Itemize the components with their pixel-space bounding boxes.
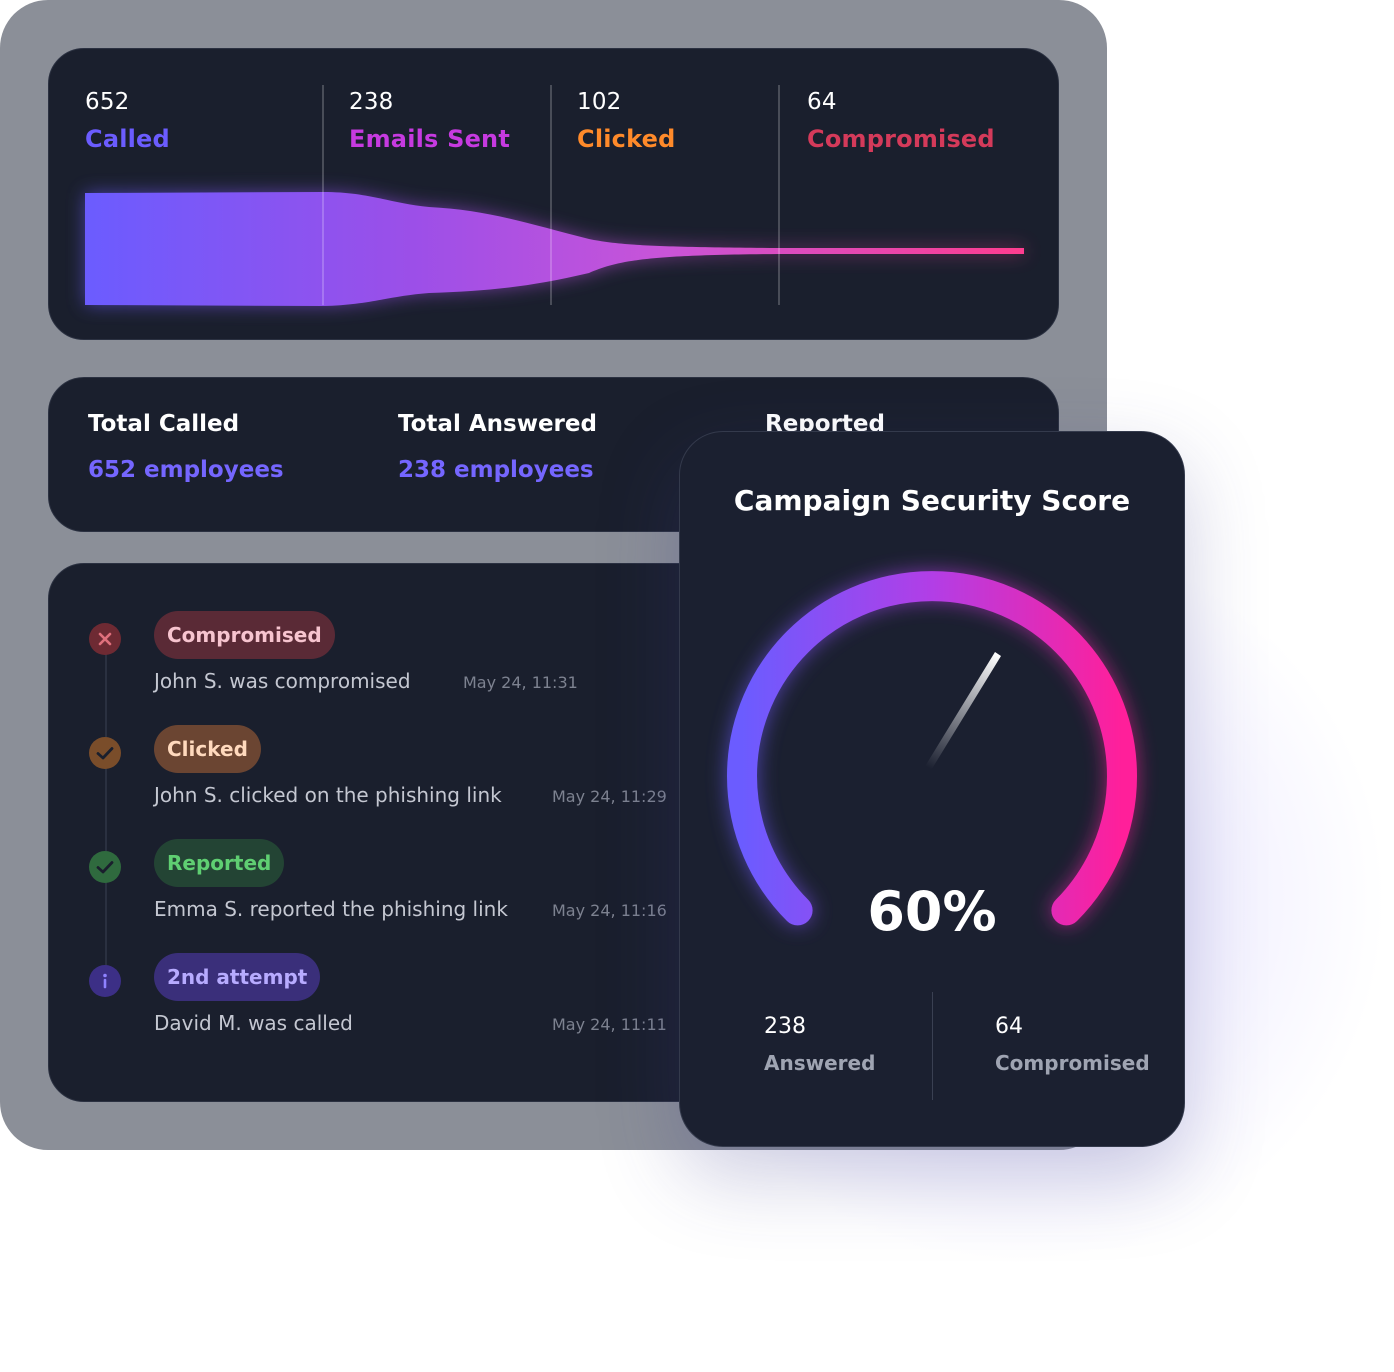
stage-compromised: 64 Compromised (807, 89, 995, 153)
score-stat-value: 64 (995, 1014, 1023, 1039)
activity-feed-card: Compromised John S. was compromised May … (48, 563, 728, 1102)
total-title: Total Answered (398, 411, 597, 437)
total-value: 652 employees (88, 457, 284, 483)
score-stat-value: 238 (764, 1014, 806, 1039)
total-value: 238 employees (398, 457, 594, 483)
stage-value: 238 (349, 89, 394, 115)
stage-label: Emails Sent (349, 125, 511, 153)
activity-text: Emma S. reported the phishing link (154, 897, 508, 921)
gauge-needle (924, 652, 1001, 772)
check-circle-icon (89, 737, 121, 769)
total-answered: Total Answered 238 employees (398, 411, 597, 483)
status-badge: 2nd attempt (154, 953, 321, 1001)
stage-value: 64 (807, 89, 837, 115)
score-stat-label: Compromised (995, 1051, 1150, 1075)
activity-time: May 24, 11:31 (463, 673, 578, 692)
total-called: Total Called 652 employees (88, 411, 284, 483)
activity-text: David M. was called (154, 1011, 353, 1035)
score-stat-compromised: 64 Compromised (995, 1014, 1150, 1075)
status-badge: Clicked (154, 725, 261, 773)
stage-called: 652 Called (85, 89, 170, 153)
stage-label: Clicked (577, 125, 676, 153)
info-circle-icon (89, 965, 121, 997)
stage-label: Compromised (807, 125, 995, 153)
score-gauge (727, 571, 1137, 926)
funnel-card: 652 Called 238 Emails Sent 102 Clicked 6… (48, 48, 1059, 340)
stage-emails-sent: 238 Emails Sent (349, 89, 510, 153)
status-badge: Compromised (154, 611, 335, 659)
funnel-chart (85, 85, 1024, 306)
activity-time: May 24, 11:16 (552, 901, 667, 920)
activity-time: May 24, 11:29 (552, 787, 667, 806)
timeline-line (105, 638, 107, 978)
total-title: Total Called (88, 411, 240, 437)
activity-text: John S. was compromised (154, 669, 411, 693)
score-stat-answered: 238 Answered (764, 1014, 875, 1075)
score-title: Campaign Security Score (733, 484, 1131, 517)
stage-value: 652 (85, 89, 130, 115)
activity-text: John S. clicked on the phishing link (154, 783, 502, 807)
stage-value: 102 (577, 89, 622, 115)
stage-clicked: 102 Clicked (577, 89, 675, 153)
activity-time: May 24, 11:11 (552, 1015, 667, 1034)
stage-label: Called (85, 125, 170, 153)
score-value: 60% (867, 880, 997, 943)
score-stat-label: Answered (764, 1051, 876, 1075)
gauge-arc (727, 571, 1137, 926)
score-divider (932, 992, 933, 1100)
funnel-shape (85, 192, 1024, 306)
check-circle-icon (89, 851, 121, 883)
security-score-card: Campaign Security Score 60% 238 Answered… (679, 431, 1185, 1147)
x-circle-icon (89, 623, 121, 655)
status-badge: Reported (154, 839, 285, 887)
